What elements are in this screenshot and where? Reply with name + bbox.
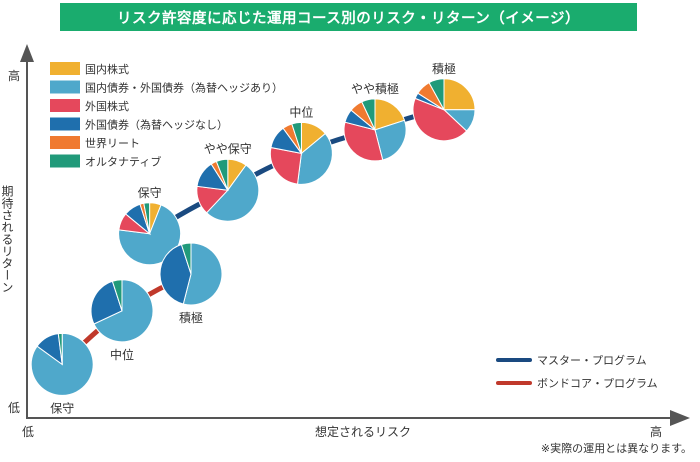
course-label: 積極 (432, 61, 456, 76)
course-label: 積極 (179, 310, 203, 325)
pie-slice (205, 164, 260, 222)
legend-label: 世界リート (85, 137, 140, 150)
course-label: やや積極 (351, 81, 399, 96)
pie-chart: 積極 (412, 61, 476, 142)
pie-slice (180, 242, 192, 275)
pie-chart: 保守 (118, 186, 182, 266)
pie-slice (412, 97, 468, 142)
pie-slice (374, 98, 406, 131)
legend-label: 国内株式 (85, 62, 129, 76)
legend-swatch (50, 62, 80, 75)
pie-slice (269, 146, 302, 185)
pie-chart: 保守 (30, 332, 94, 415)
pie-slice (57, 332, 63, 365)
pie-slice (291, 121, 302, 154)
pie-slice (361, 98, 376, 131)
pie-slice (428, 78, 445, 111)
pie-chart: やや積極 (343, 81, 407, 162)
legend-swatch (50, 136, 80, 149)
y-axis-label: 期待されるリターン (0, 185, 14, 293)
course-label: 中位 (110, 347, 134, 362)
pie-slice (143, 202, 151, 234)
pie-slice (90, 280, 123, 325)
pie-slice (343, 121, 384, 162)
chart-title: リスク許容度に応じた運用コース別のリスク・リターン（イメージ） (60, 3, 637, 31)
pie-slice (296, 132, 333, 185)
footnote: ※実際の運用とは異なります。 (540, 442, 692, 455)
x-axis-arrow (670, 410, 690, 426)
x-tick-low: 低 (22, 425, 34, 439)
pie-slice (374, 119, 407, 161)
legend-label: 外国株式 (85, 99, 129, 113)
legend-swatch (50, 117, 80, 131)
pie-slice (443, 78, 476, 111)
pie-chart: 中位 (90, 279, 154, 362)
pie-slice (111, 279, 123, 311)
legend-label: オルタナティブ (85, 155, 161, 169)
y-tick-low: 低 (8, 401, 20, 415)
x-axis-label: 想定されるリスク (315, 424, 411, 439)
pie-slice (215, 158, 229, 191)
pie-slice (182, 242, 223, 306)
pie-chart: やや保守 (196, 142, 260, 222)
legend-swatch (50, 154, 80, 168)
pie-slice (93, 279, 154, 343)
legend-swatch (50, 80, 80, 94)
y-tick-high: 高 (8, 68, 20, 83)
y-axis-arrow (20, 44, 34, 62)
pie-chart: 積極 (159, 242, 223, 325)
legend-label: ボンドコア・プログラム (537, 376, 658, 390)
course-label: 保守 (50, 401, 74, 415)
course-label: 中位 (289, 104, 313, 119)
pie-chart: 中位 (269, 104, 333, 185)
x-tick-high: 高 (650, 424, 662, 439)
legend-label: マスター・プログラム (537, 353, 647, 367)
course-label: 保守 (138, 186, 162, 200)
pie-slice (159, 243, 192, 305)
course-label: やや保守 (204, 142, 252, 156)
legend-swatch (50, 99, 80, 112)
legend-label: 国内債券・外国債券（為替ヘッジあり） (85, 81, 283, 95)
legend-label: 外国債券（為替ヘッジなし） (85, 118, 228, 132)
